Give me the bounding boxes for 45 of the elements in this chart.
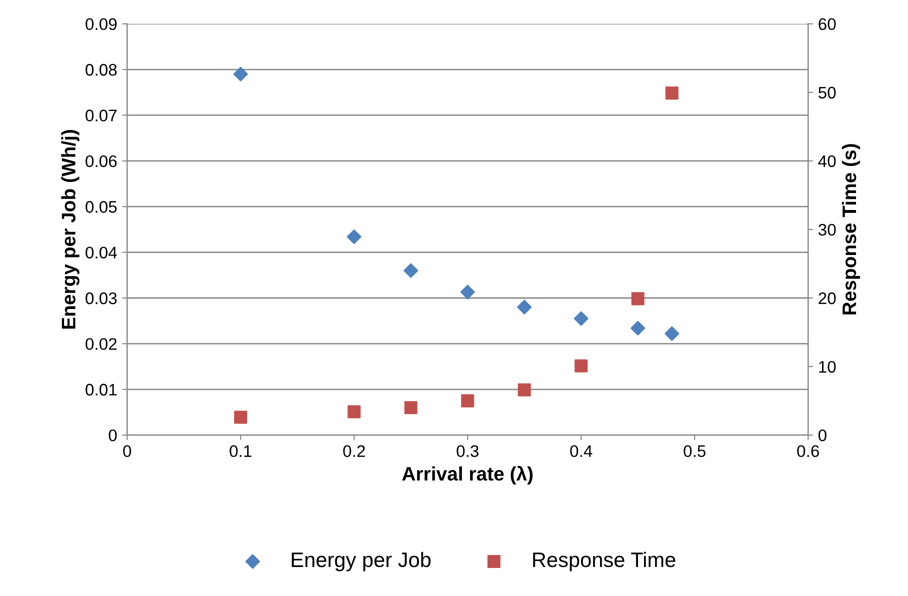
y-tick-label: 0	[108, 429, 117, 442]
x-tick-label: 0.4	[570, 445, 592, 458]
x-tick-label: 0.2	[343, 445, 365, 458]
point	[630, 320, 646, 336]
y2-tick-label: 0	[818, 429, 826, 442]
point	[461, 394, 474, 408]
y-tick-label: 0.02	[86, 338, 117, 350]
x-tick-label: 0.6	[797, 445, 819, 458]
point	[665, 86, 678, 100]
legend-label: Response Time	[533, 552, 676, 572]
x-tick-label: 0	[123, 445, 132, 458]
y2-tick-label: 10	[819, 360, 836, 373]
point	[404, 401, 418, 414]
point	[460, 284, 475, 300]
y2-tick-label: 40	[818, 155, 836, 168]
y2-tick-label: 60	[818, 18, 836, 30]
x-tick-label: 0.1	[230, 445, 252, 458]
y-tick-label: 0.04	[86, 246, 117, 259]
y-tick-label: 0.01	[86, 384, 117, 396]
point	[517, 300, 532, 314]
x-tick-label: 0.5	[684, 445, 706, 458]
point	[631, 292, 644, 306]
point	[574, 311, 588, 326]
y2-tick-label: 50	[818, 86, 836, 99]
y-axis-title: Energy per Job (Wh/j)	[61, 130, 80, 329]
y-tick-label: 0.08	[86, 64, 117, 76]
x-axis-title: Arrival rate (λ)	[402, 466, 533, 485]
x-tick-label: 0.3	[456, 445, 478, 458]
point	[234, 410, 248, 424]
point	[518, 383, 531, 396]
y2-axis-title: Response Time (s)	[842, 144, 860, 314]
y-tick-label: 0.05	[86, 201, 117, 213]
point	[404, 263, 418, 278]
y2-tick-label: 30	[818, 224, 836, 236]
y-tick-label: 0.09	[86, 18, 117, 30]
point	[664, 326, 680, 341]
y2-tick-label: 20	[818, 292, 836, 304]
y-tick-label: 0.03	[86, 292, 117, 304]
point	[574, 359, 588, 372]
point	[348, 405, 361, 418]
y-tick-label: 0.06	[86, 155, 117, 168]
legend-label: Energy per Job	[292, 552, 431, 572]
point	[346, 229, 362, 244]
point	[233, 66, 248, 82]
y-tick-label: 0.07	[86, 110, 117, 122]
